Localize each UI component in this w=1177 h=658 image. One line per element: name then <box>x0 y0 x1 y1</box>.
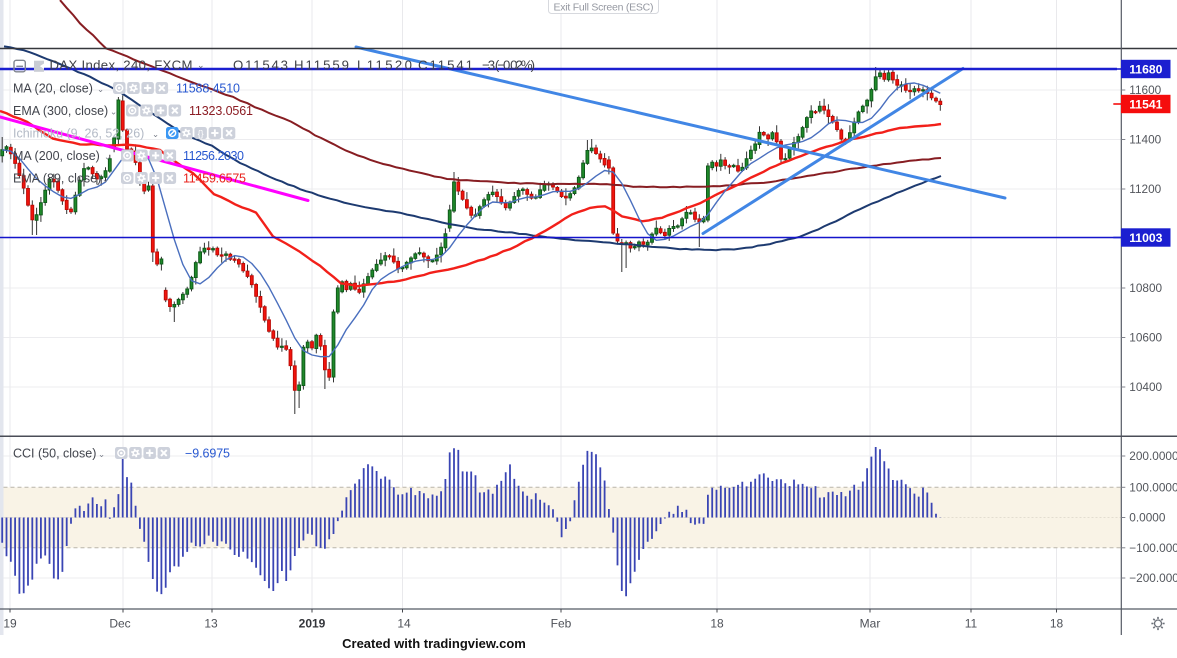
svg-text:L11520: L11520 <box>357 57 412 72</box>
svg-text:18: 18 <box>710 616 724 630</box>
svg-text:100.0000: 100.0000 <box>1129 481 1177 495</box>
svg-text:10800: 10800 <box>1129 281 1162 295</box>
svg-text:18: 18 <box>1050 616 1064 630</box>
svg-text:11200: 11200 <box>1129 182 1161 196</box>
svg-text:⌄: ⌄ <box>110 107 117 117</box>
svg-text:MA (20, close): MA (20, close) <box>13 82 93 96</box>
svg-text:DAX Index, 240, FXCM: DAX Index, 240, FXCM <box>50 57 193 72</box>
svg-text:−100.000: −100.000 <box>1129 541 1177 555</box>
svg-text:14: 14 <box>397 616 411 630</box>
svg-text:⌄: ⌄ <box>102 174 109 184</box>
svg-text:11541: 11541 <box>1129 97 1162 111</box>
svg-text:⌄: ⌄ <box>104 152 111 162</box>
svg-text:⌄: ⌄ <box>152 129 159 139</box>
svg-text:0.0000: 0.0000 <box>1129 511 1166 525</box>
svg-text:11323.0561: 11323.0561 <box>189 104 253 118</box>
svg-text:⌄: ⌄ <box>97 84 104 94</box>
svg-text:Ichimoku (9, 26, 52, 26): Ichimoku (9, 26, 52, 26) <box>13 127 144 141</box>
svg-text:CCI (50, close): CCI (50, close) <box>13 447 96 461</box>
svg-text:{}: {} <box>198 129 204 139</box>
svg-text:−9.6975: −9.6975 <box>185 447 230 461</box>
svg-text:11459.6575: 11459.6575 <box>183 172 246 186</box>
svg-text:13: 13 <box>204 616 218 630</box>
svg-text:EMA (300, close): EMA (300, close) <box>13 104 108 118</box>
svg-text:⌄: ⌄ <box>98 449 105 459</box>
svg-text:Created with tradingview.com: Created with tradingview.com <box>342 636 526 651</box>
svg-text:11003: 11003 <box>1129 231 1162 245</box>
svg-text:11680: 11680 <box>1129 62 1162 76</box>
svg-text:Feb: Feb <box>551 616 572 630</box>
svg-text:Exit Full Screen (ESC): Exit Full Screen (ESC) <box>554 2 654 14</box>
svg-text:−3 (−0.02%): −3 (−0.02%) <box>482 57 535 72</box>
svg-text:EMA (89, close): EMA (89, close) <box>13 172 101 186</box>
svg-text:Dec: Dec <box>109 616 130 630</box>
svg-text:⌄: ⌄ <box>197 60 205 70</box>
svg-text:11588.4510: 11588.4510 <box>176 82 240 96</box>
svg-text:O11543: O11543 <box>233 57 288 72</box>
svg-text:11256.2030: 11256.2030 <box>183 149 244 163</box>
svg-text:19: 19 <box>3 616 17 630</box>
svg-text:11600: 11600 <box>1129 83 1161 97</box>
svg-text:Mar: Mar <box>860 616 881 630</box>
svg-text:200.0000: 200.0000 <box>1129 449 1177 463</box>
svg-text:10400: 10400 <box>1129 380 1162 394</box>
svg-text:−200.000: −200.000 <box>1129 571 1177 585</box>
svg-text:11: 11 <box>965 616 978 630</box>
svg-text:2019: 2019 <box>299 616 326 630</box>
svg-text:11400: 11400 <box>1129 133 1161 147</box>
svg-text:10600: 10600 <box>1129 331 1162 345</box>
svg-text:MA (200, close): MA (200, close) <box>13 149 100 163</box>
